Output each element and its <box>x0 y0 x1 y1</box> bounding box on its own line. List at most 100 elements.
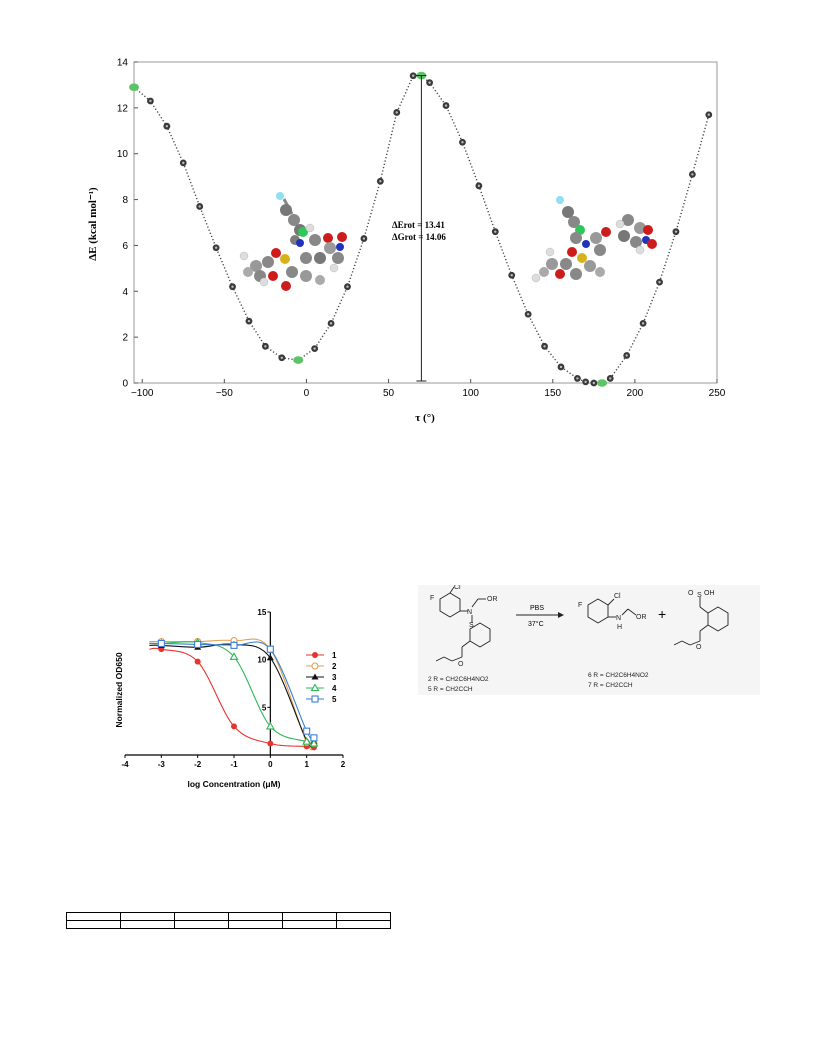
y-tick-label: 10 <box>117 149 129 160</box>
barrier-free-energy-label: ΔGrot = 14.06 <box>392 232 446 242</box>
legend-label: 5 <box>332 695 337 704</box>
molecule-right-image <box>531 196 657 283</box>
reactant-label-2: 2 R = CH2C6H4NO2 <box>428 676 489 683</box>
reactant-atom-o: O <box>458 661 464 668</box>
y-tick-label: 10 <box>257 656 266 665</box>
product-atom-n: N <box>616 615 621 622</box>
x-tick-label: 2 <box>341 760 346 769</box>
data-point <box>163 122 171 130</box>
data-point-4 <box>302 737 312 745</box>
y-axis-label: Normalized OD650 <box>114 652 124 727</box>
reactant-atom-or: OR <box>487 596 498 603</box>
y-tick-label: 2 <box>122 333 128 344</box>
product-atom-f: F <box>578 602 582 609</box>
data-point-3 <box>266 654 274 661</box>
data-point <box>442 102 450 109</box>
product-aniline-structure <box>587 598 637 624</box>
y-tick-label: 6 <box>122 241 128 252</box>
data-point <box>582 378 590 386</box>
reagent-label: PBS <box>530 605 544 612</box>
x-tick-label: 150 <box>544 388 561 399</box>
data-point <box>327 319 335 327</box>
data-point <box>705 111 713 119</box>
legend-label: 1 <box>332 651 337 660</box>
data-point-4 <box>229 652 239 660</box>
product-label-7: 7 R = CH2CCH <box>588 682 633 689</box>
data-point-5 <box>266 645 274 653</box>
data-point <box>623 352 631 359</box>
sulfinic-atom-o: O <box>688 590 694 597</box>
reactant-label-5: 5 R = CH2CCH <box>428 686 473 693</box>
condition-label: 37°C <box>528 620 544 628</box>
y-tick-label: 8 <box>122 195 128 206</box>
legend-marker <box>310 683 320 692</box>
product-atom-or: OR <box>636 614 647 621</box>
highlighted-point <box>597 379 608 387</box>
data-point <box>278 354 286 362</box>
data-point-1 <box>194 658 201 665</box>
product-sulfinic-structure <box>673 597 729 646</box>
data-point-5 <box>194 640 202 648</box>
x-tick-label: 200 <box>627 388 644 399</box>
sulfinic-atom-s: S <box>697 592 702 599</box>
y-tick-label: 15 <box>257 608 266 617</box>
data-point <box>360 235 368 242</box>
legend-marker <box>312 652 318 658</box>
data-point <box>475 182 483 190</box>
x-axis-label: τ (°) <box>415 412 435 424</box>
x-tick-label: -2 <box>194 760 202 769</box>
data-point-5 <box>303 727 311 735</box>
x-tick-label: -4 <box>121 760 129 769</box>
barrier-energy-label: ΔErot = 13.41 <box>392 220 445 230</box>
x-tick-label: −50 <box>216 388 233 399</box>
x-axis-label: log Concentration (μM) <box>187 779 280 789</box>
data-point-4 <box>309 738 319 747</box>
energy-profile-chart: 0 2 4 6 8 10 12 14 −100 −50 0 50 100 150 200 250 ΔE (k… <box>87 58 726 425</box>
data-point <box>656 278 663 286</box>
y-tick-label: 4 <box>122 287 128 298</box>
x-tick-label: 100 <box>462 388 479 399</box>
legend-label: 4 <box>332 684 337 693</box>
x-tick-label: 250 <box>709 388 726 399</box>
data-point <box>409 72 417 80</box>
reactant-atom-f: F <box>430 595 434 602</box>
y-axis-label: ΔE (kcal mol⁻¹) <box>87 187 99 261</box>
highlighted-point <box>293 356 304 364</box>
y-tick-label: 5 <box>262 703 267 712</box>
sulfinic-atom-oh: OH <box>704 590 715 597</box>
data-point <box>688 170 696 178</box>
data-point <box>147 97 154 105</box>
legend-marker <box>311 662 319 670</box>
dose-response-chart: -4 -3 -2 -1 0 1 2 5 10 15 1 2 3 4 5 log Concentration… <box>114 608 346 789</box>
legend-label: 3 <box>332 673 337 682</box>
data-point <box>606 375 614 382</box>
data-point <box>557 363 565 371</box>
x-tick-label: -1 <box>230 760 238 769</box>
legend-marker <box>311 673 319 680</box>
data-point-5 <box>157 639 165 648</box>
product-atom-h: H <box>617 624 622 631</box>
data-point <box>639 319 647 327</box>
data-point-1 <box>231 723 237 730</box>
data-point <box>212 244 220 252</box>
legend-marker <box>311 695 319 703</box>
data-point-4 <box>265 721 275 730</box>
legend-label: 2 <box>332 662 337 671</box>
data-point <box>590 379 598 387</box>
series-curve-2 <box>149 638 315 751</box>
x-tick-label: 1 <box>304 760 309 769</box>
table-row <box>66 912 391 921</box>
reactant-atom-cl: Cl <box>454 585 461 591</box>
product-atom-cl: Cl <box>614 593 621 600</box>
product-label-6: 6 R = CH2C6H4NO2 <box>588 672 649 679</box>
data-point <box>393 109 401 116</box>
data-point-5 <box>310 734 318 742</box>
reactant-atom-s: S <box>469 622 474 629</box>
molecule-left-image <box>239 192 347 291</box>
data-point <box>541 342 548 350</box>
reactant-structure <box>435 586 491 662</box>
y-tick-label: 14 <box>117 58 129 69</box>
data-point <box>672 228 680 236</box>
x-tick-label: -3 <box>158 760 166 769</box>
data-point <box>508 271 516 279</box>
